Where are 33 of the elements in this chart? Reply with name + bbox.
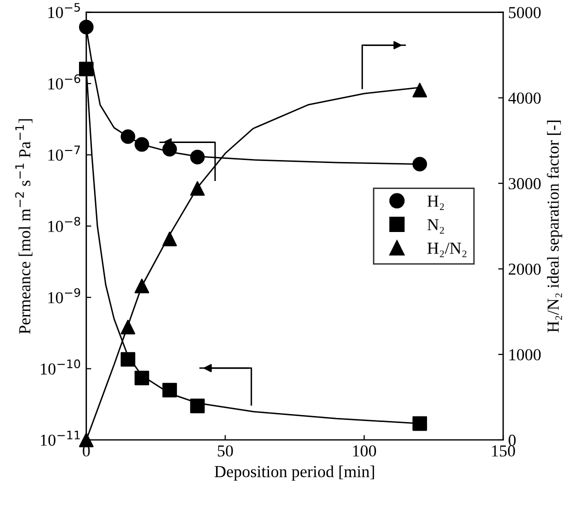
legend-label: N₂: [427, 219, 444, 234]
y2-tick-label: 1000: [509, 349, 541, 360]
point: [120, 352, 136, 367]
x-axis-title: Deposition period [min]: [214, 466, 374, 481]
point: [412, 156, 428, 172]
y-tick-label: 10$^{−9}$: [48, 288, 80, 304]
y-tick-label: 10$^{−6}$: [48, 74, 80, 90]
point: [412, 416, 428, 431]
y2-tick-label: 4000: [508, 92, 541, 104]
point: [162, 382, 177, 398]
y-tick-label: 10$^{−5}$: [48, 3, 80, 18]
y2-tick-label: 2000: [508, 264, 541, 275]
point: [190, 150, 205, 164]
x-tick-label: 150: [492, 445, 515, 457]
point: [79, 62, 94, 76]
y-tick-label: 10$^{−8}$: [48, 216, 80, 232]
x-tick-label: 100: [353, 445, 376, 457]
point: [162, 142, 177, 156]
y2-tick-label: 3000: [508, 178, 541, 190]
y-tick-label: 10$^{−7}$: [48, 146, 80, 161]
legend-label: H₂/N₂: [427, 242, 466, 258]
point: [190, 398, 205, 414]
y-tick-label: 10$^{−11}$: [40, 430, 80, 446]
point: [134, 370, 150, 386]
y2-tick-label: 0: [508, 434, 516, 446]
y-axis-title: Permeance [mol m$^{−2}$ s$^{−1}$ Pa$^{−1}$]: [15, 119, 32, 334]
y2-tick-label: 5000: [508, 6, 541, 18]
y-tick-label: 10$^{−10}$: [40, 359, 80, 375]
point: [134, 137, 150, 152]
x-tick-label: 50: [218, 445, 233, 457]
legend-label: H₂: [427, 196, 444, 210]
point: [120, 129, 136, 144]
y2-axis-title: H₂/N₂ ideal separation factor [-]: [546, 120, 562, 332]
